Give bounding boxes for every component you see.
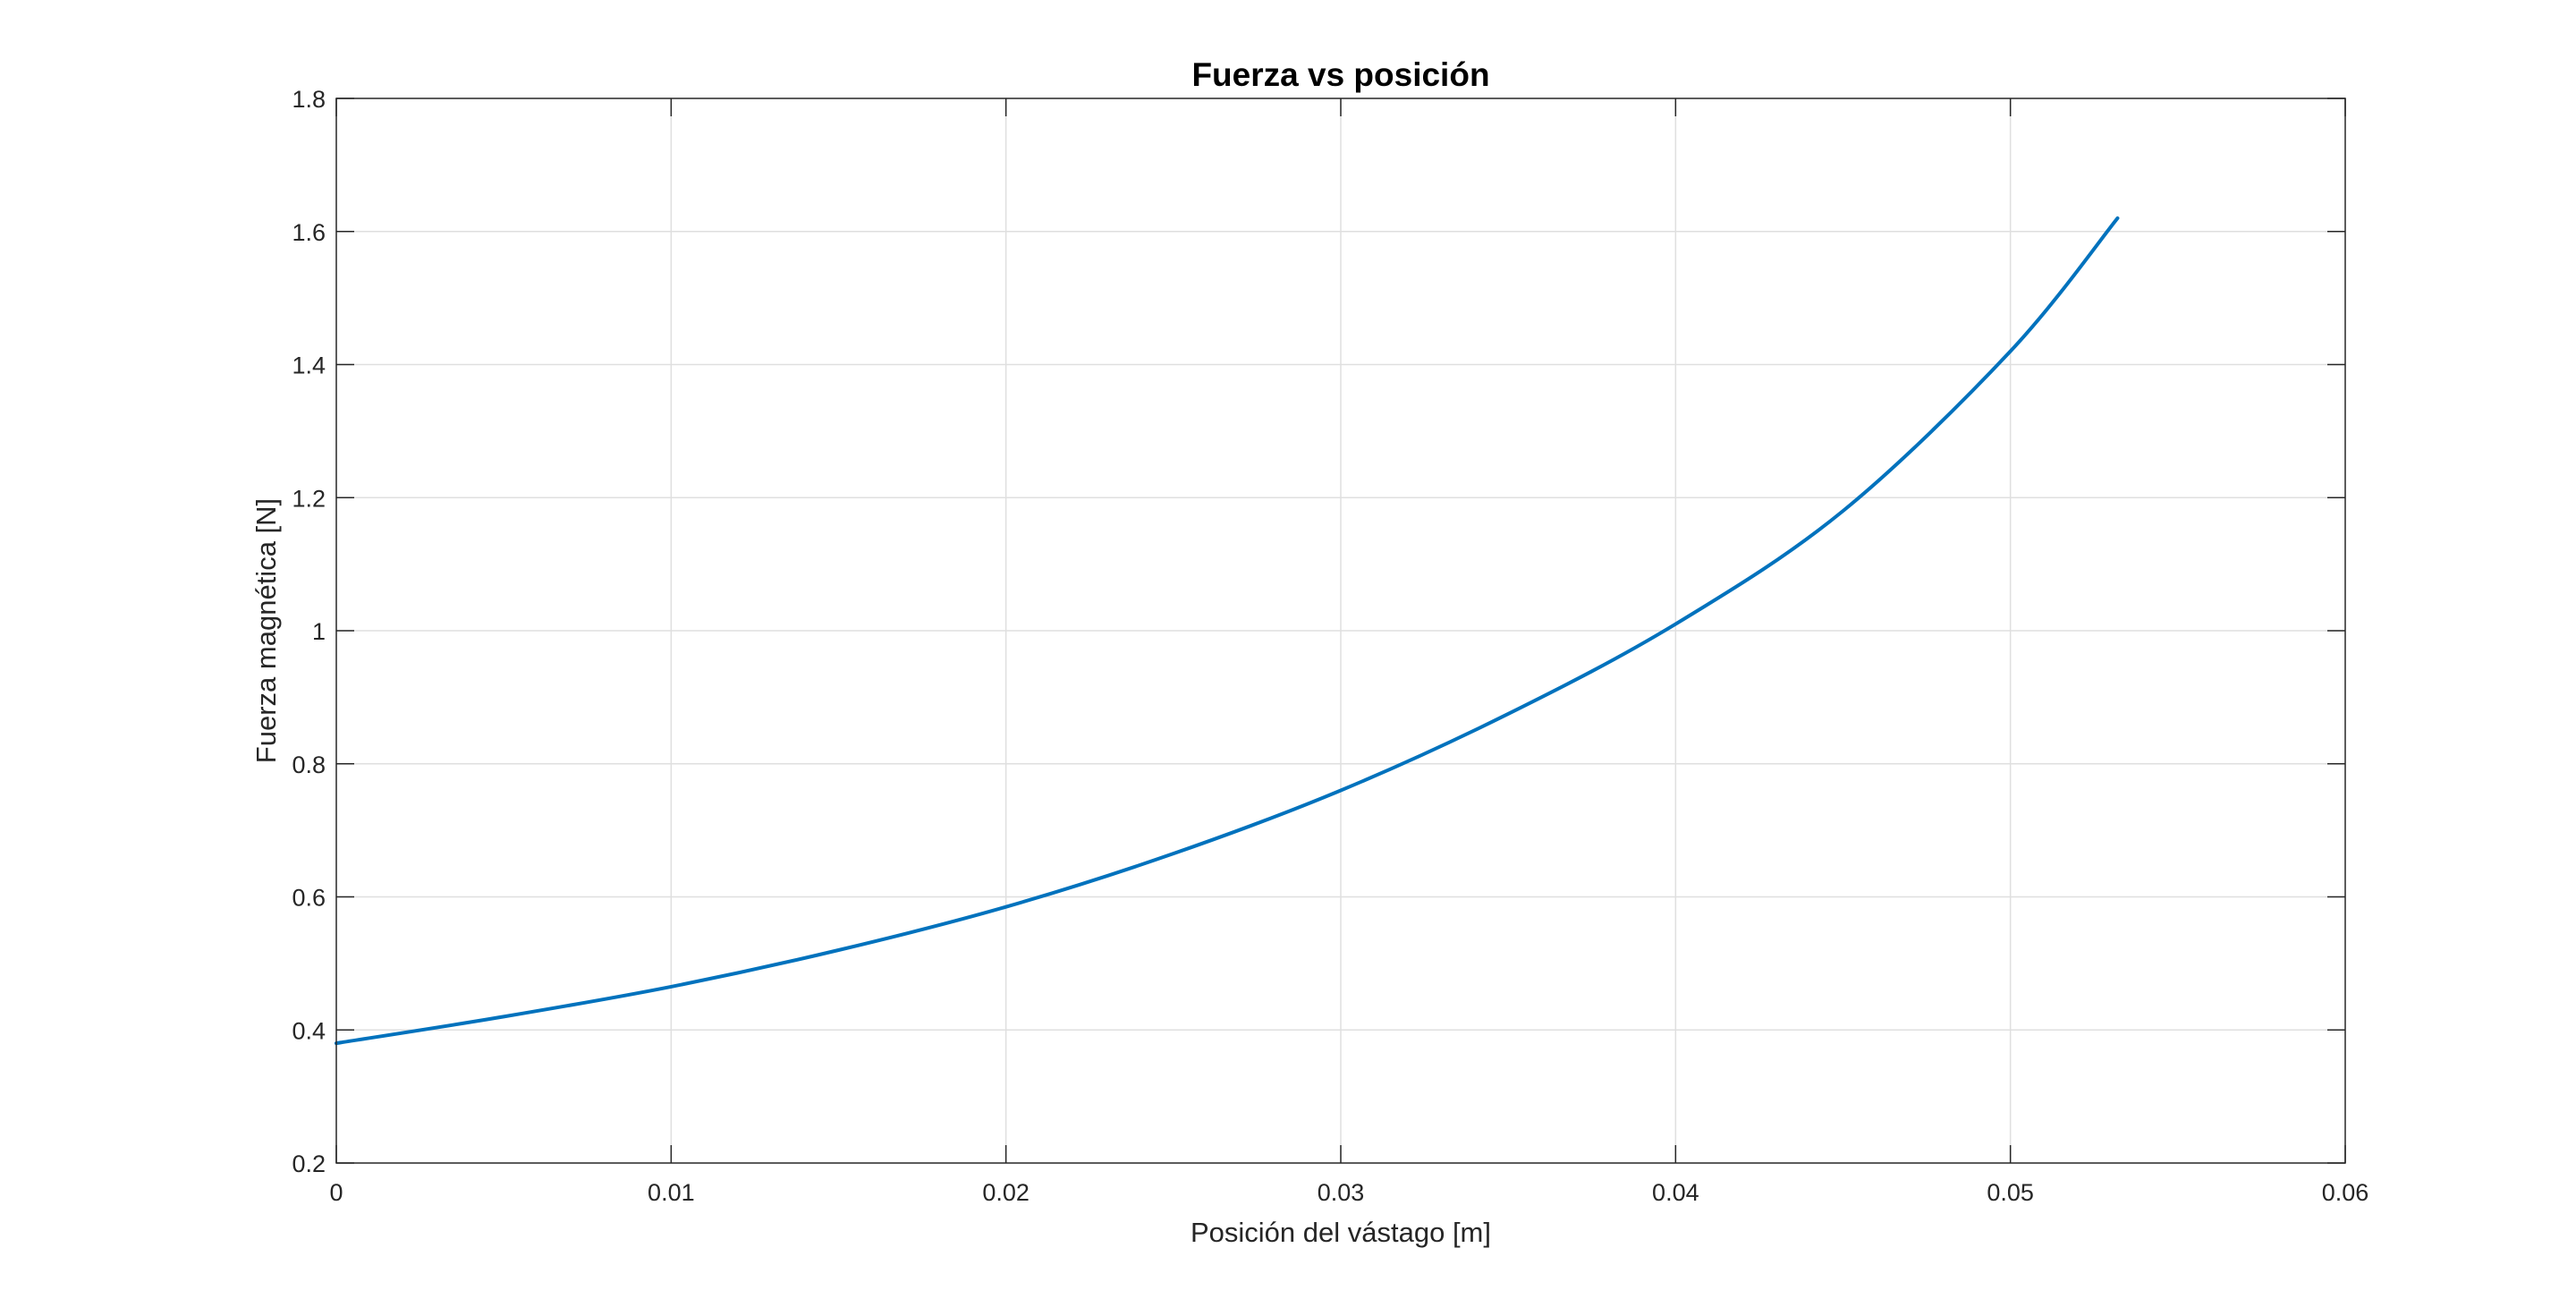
series-line-0: [335, 216, 2120, 1046]
x-tick-label: 0.04: [1652, 1179, 1699, 1206]
grid-lines: [336, 98, 2345, 1163]
y-tick-label: 0.6: [292, 885, 326, 912]
y-tick-label: 1.6: [292, 219, 326, 246]
y-tick-label: 0.4: [292, 1017, 326, 1044]
x-tick-label: 0.05: [1987, 1179, 2034, 1206]
y-tick-label: 0.8: [292, 751, 326, 778]
y-tick-label: 1.2: [292, 485, 326, 512]
chart-title: Fuerza vs posición: [1191, 56, 1489, 93]
series-layer: [335, 216, 2120, 1046]
x-tick-label: 0.01: [648, 1179, 695, 1206]
x-tick-label: 0: [329, 1179, 343, 1206]
x-tick-labels: 0 0.01 0.02 0.03 0.04 0.05 0.06: [329, 1179, 2368, 1206]
tick-marks: [335, 98, 2346, 1164]
y-tick-label: 1.8: [292, 86, 326, 113]
y-tick-label: 1.4: [292, 352, 326, 379]
y-tick-label: 0.2: [292, 1150, 326, 1177]
x-tick-label: 0.02: [982, 1179, 1030, 1206]
x-tick-label: 0.06: [2322, 1179, 2369, 1206]
y-axis-label: Fuerza magnética [N]: [250, 498, 282, 763]
y-tick-label: 1: [312, 618, 326, 645]
y-tick-labels: 0.2 0.4 0.6 0.8 1 1.2 1.4 1.6 1.8: [292, 86, 326, 1177]
x-axis-label: Posición del vástago [m]: [1191, 1217, 1491, 1248]
x-tick-label: 0.03: [1318, 1179, 1365, 1206]
